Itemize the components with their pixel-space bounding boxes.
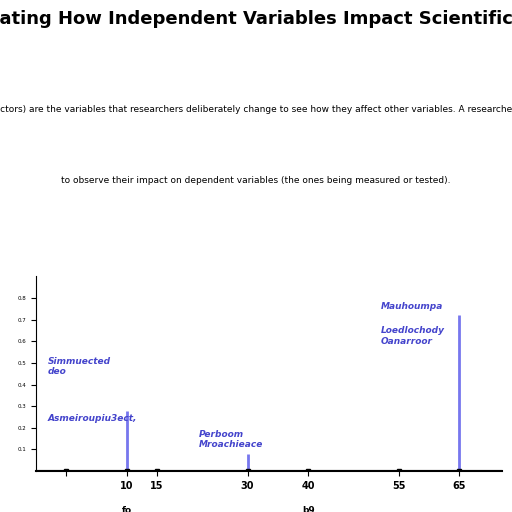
Text: Investigating How Independent Variables Impact Scientific Results: Investigating How Independent Variables …	[0, 10, 512, 28]
Text: Independent variables (also called factors) are the variables that researchers d: Independent variables (also called facto…	[0, 105, 512, 115]
Text: Asmeiroupiu3ect,: Asmeiroupiu3ect,	[48, 415, 137, 423]
Text: Mauhoumpa: Mauhoumpa	[381, 302, 443, 311]
Text: fo: fo	[121, 506, 132, 512]
Text: b9: b9	[302, 506, 314, 512]
Text: Perboom
Mroachieace: Perboom Mroachieace	[199, 430, 264, 450]
Text: Loedlochody
Oanarroor: Loedlochody Oanarroor	[381, 326, 445, 346]
Text: to observe their impact on dependent variables (the ones being measured or teste: to observe their impact on dependent var…	[61, 176, 451, 185]
Text: Simmuected
deo: Simmuected deo	[48, 356, 111, 376]
